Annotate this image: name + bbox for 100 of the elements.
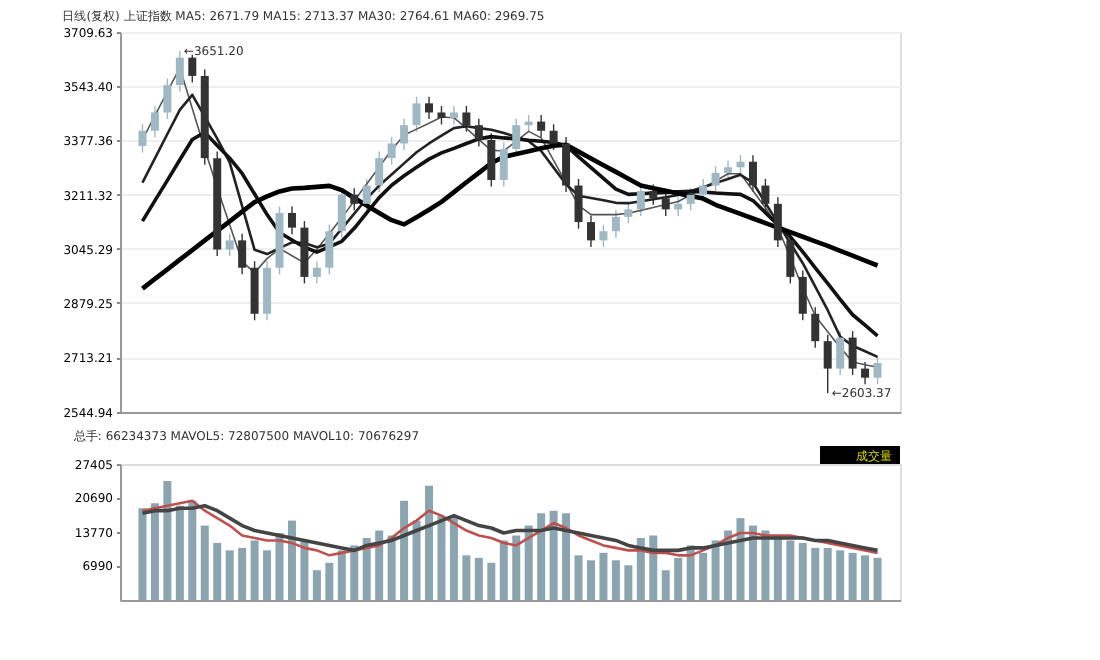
candlestick xyxy=(686,187,695,212)
candlestick xyxy=(562,136,571,193)
bar xyxy=(325,562,334,600)
candlestick xyxy=(462,105,471,133)
candlestick xyxy=(748,154,757,193)
candlestick xyxy=(188,54,197,84)
bar xyxy=(287,520,296,600)
candlestick xyxy=(400,117,409,151)
bar xyxy=(462,555,471,600)
bar xyxy=(512,535,521,600)
bar xyxy=(823,547,832,600)
candlestick xyxy=(549,123,558,151)
bar xyxy=(225,550,234,600)
candlestick xyxy=(798,269,807,321)
bar xyxy=(375,530,384,600)
bar xyxy=(250,540,259,600)
candlestick xyxy=(773,196,782,248)
bar xyxy=(761,530,770,600)
candlestick xyxy=(287,205,296,235)
bar xyxy=(798,542,807,600)
bar xyxy=(636,537,645,600)
bar xyxy=(562,513,571,600)
candlestick xyxy=(537,114,546,138)
candlestick xyxy=(150,105,159,138)
bar xyxy=(736,518,745,600)
candlestick xyxy=(375,150,384,193)
bar xyxy=(437,515,446,600)
bar xyxy=(362,537,371,600)
bar xyxy=(263,550,272,600)
bar xyxy=(524,525,533,600)
candlestick xyxy=(437,105,446,126)
bar xyxy=(150,503,159,600)
bar xyxy=(412,520,421,600)
candlestick xyxy=(574,178,583,230)
candlestick xyxy=(312,260,321,285)
bar xyxy=(337,550,346,600)
candlestick xyxy=(163,77,172,120)
bar xyxy=(661,570,670,600)
candlestick xyxy=(175,50,184,93)
candlestick xyxy=(225,233,234,257)
bar xyxy=(387,535,396,600)
bar xyxy=(624,565,633,600)
candlestick xyxy=(873,355,882,385)
bar xyxy=(649,535,658,600)
candlestick xyxy=(138,123,147,154)
bar xyxy=(848,552,857,600)
candlestick xyxy=(861,361,870,385)
candlestick xyxy=(599,224,608,248)
candlestick xyxy=(412,96,421,133)
bar xyxy=(674,557,683,600)
bar xyxy=(873,557,882,600)
candlestick xyxy=(586,214,595,248)
bar xyxy=(163,480,172,600)
bar xyxy=(811,547,820,600)
bar xyxy=(312,570,321,600)
candlestick xyxy=(387,136,396,166)
bar xyxy=(836,550,845,600)
bar xyxy=(586,560,595,600)
candlestick xyxy=(661,191,670,217)
candlestick xyxy=(848,330,857,376)
bar xyxy=(861,555,870,600)
bar xyxy=(699,552,708,600)
candlestick xyxy=(624,202,633,225)
candlestick xyxy=(823,333,832,394)
bar xyxy=(449,518,458,600)
candlestick xyxy=(736,154,745,175)
bar xyxy=(487,562,496,600)
candlestick xyxy=(611,209,620,239)
bar xyxy=(350,545,359,600)
bar xyxy=(711,540,720,600)
candlestick xyxy=(425,96,434,120)
candlestick xyxy=(325,224,334,275)
bar xyxy=(238,547,247,600)
bar xyxy=(537,513,546,600)
candlestick xyxy=(512,117,521,157)
candlestick xyxy=(250,260,259,321)
bar xyxy=(724,530,733,600)
candlestick xyxy=(263,260,272,321)
bar xyxy=(599,552,608,600)
candlestick xyxy=(238,233,247,275)
bar xyxy=(748,525,757,600)
bar xyxy=(773,535,782,600)
bar xyxy=(213,542,222,600)
bar xyxy=(786,540,795,600)
candlestick xyxy=(836,330,845,376)
bar xyxy=(549,510,558,600)
candlestick xyxy=(711,165,720,193)
candlestick xyxy=(449,105,458,126)
candlestick xyxy=(337,187,346,239)
candlestick xyxy=(674,196,683,217)
candlestick xyxy=(362,178,371,212)
candlestick xyxy=(761,178,770,212)
bar xyxy=(499,540,508,600)
bar xyxy=(300,540,309,600)
candlestick xyxy=(724,160,733,181)
bar xyxy=(138,508,147,600)
candlestick xyxy=(811,306,820,349)
bar xyxy=(425,485,434,600)
bar xyxy=(175,505,184,600)
candlestick xyxy=(499,141,508,188)
